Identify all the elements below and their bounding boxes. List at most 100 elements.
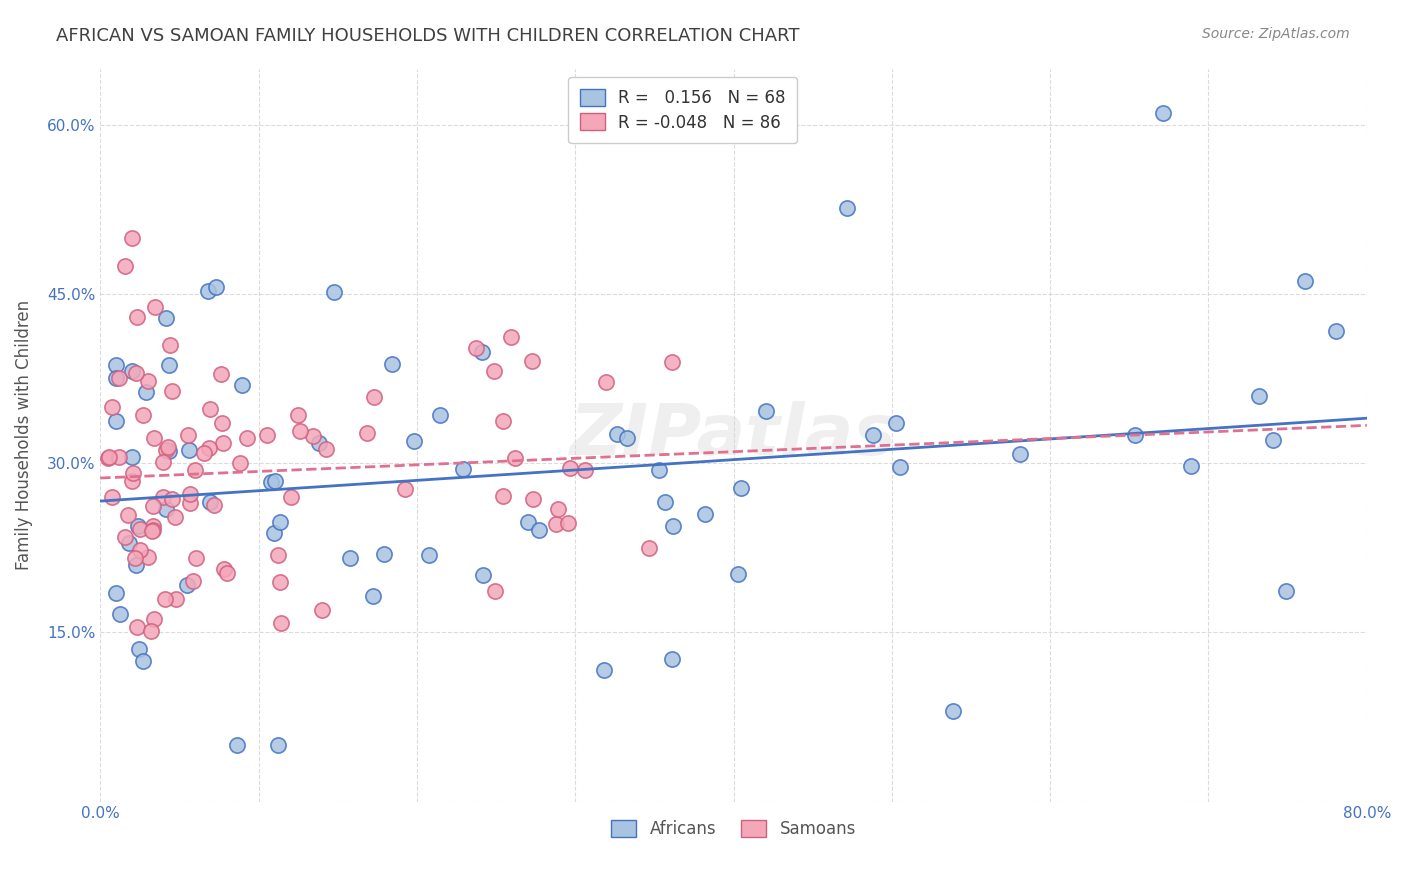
Point (135, 385, 157, 400)
Point (593, 663, 616, 677)
Point (128, 642, 150, 657)
Point (231, 378, 253, 392)
Point (236, 431, 259, 445)
Point (311, 603, 333, 617)
Point (1180, 458, 1202, 473)
Point (142, 431, 165, 445)
Point (356, 425, 378, 440)
Point (755, 404, 778, 418)
Point (464, 341, 486, 355)
Point (127, 519, 149, 533)
Point (142, 499, 165, 513)
Point (404, 434, 426, 449)
Point (197, 285, 219, 299)
Point (121, 475, 143, 489)
Point (263, 526, 285, 541)
Point (129, 543, 152, 558)
Point (471, 344, 494, 359)
Point (256, 428, 278, 442)
Point (1275, 584, 1298, 599)
Point (121, 450, 143, 464)
Point (361, 589, 384, 603)
Y-axis label: Family Households with Children: Family Households with Children (15, 300, 32, 570)
Point (661, 519, 683, 533)
Point (101, 400, 124, 414)
Point (179, 495, 201, 509)
Point (453, 462, 475, 476)
Point (889, 460, 911, 475)
Text: ZIPatlas: ZIPatlas (569, 401, 897, 469)
Point (129, 522, 152, 536)
Point (125, 558, 148, 573)
Point (181, 574, 204, 588)
Point (157, 440, 180, 454)
Point (108, 450, 131, 464)
Point (105, 371, 128, 385)
Point (226, 738, 249, 752)
Point (482, 364, 505, 378)
Point (162, 384, 184, 398)
Point (177, 428, 200, 442)
Point (162, 491, 184, 506)
Point (143, 300, 166, 314)
Point (558, 461, 581, 475)
Point (308, 436, 330, 450)
Point (152, 455, 174, 469)
Point (339, 551, 361, 566)
Point (118, 536, 141, 550)
Point (727, 566, 749, 581)
Point (155, 443, 177, 458)
Point (557, 516, 579, 530)
Point (143, 612, 166, 626)
Point (122, 467, 145, 481)
Point (157, 444, 180, 458)
Point (661, 652, 683, 666)
Point (108, 607, 131, 622)
Point (107, 371, 129, 385)
Point (114, 260, 136, 274)
Text: Source: ZipAtlas.com: Source: ZipAtlas.com (1202, 27, 1350, 41)
Point (269, 575, 291, 590)
Point (141, 524, 163, 539)
Point (184, 463, 207, 477)
Point (323, 285, 346, 300)
Point (211, 436, 233, 450)
Point (165, 509, 187, 524)
Point (155, 311, 177, 326)
Point (217, 566, 239, 581)
Point (492, 490, 515, 504)
Point (270, 615, 292, 630)
Point (263, 474, 285, 488)
Point (202, 498, 225, 512)
Point (595, 375, 617, 389)
Point (267, 738, 290, 752)
Point (280, 490, 302, 504)
Point (153, 591, 176, 606)
Point (260, 475, 283, 489)
Point (142, 523, 165, 537)
Point (522, 492, 544, 507)
Point (837, 201, 859, 215)
Point (884, 416, 907, 430)
Point (124, 551, 146, 566)
Point (547, 501, 569, 516)
Point (654, 495, 676, 509)
Point (1324, 325, 1347, 339)
Point (159, 338, 181, 352)
Point (418, 548, 440, 562)
Point (520, 353, 543, 368)
Point (693, 507, 716, 521)
Point (132, 409, 155, 423)
Text: AFRICAN VS SAMOAN FAMILY HOUSEHOLDS WITH CHILDREN CORRELATION CHART: AFRICAN VS SAMOAN FAMILY HOUSEHOLDS WITH… (56, 27, 800, 45)
Point (363, 390, 385, 404)
Point (730, 481, 752, 495)
Point (499, 330, 522, 344)
Point (114, 530, 136, 544)
Point (1152, 105, 1174, 120)
Point (105, 586, 128, 600)
Point (471, 568, 494, 582)
Point (152, 490, 174, 504)
Point (157, 358, 180, 372)
Point (211, 416, 233, 430)
Point (229, 457, 252, 471)
